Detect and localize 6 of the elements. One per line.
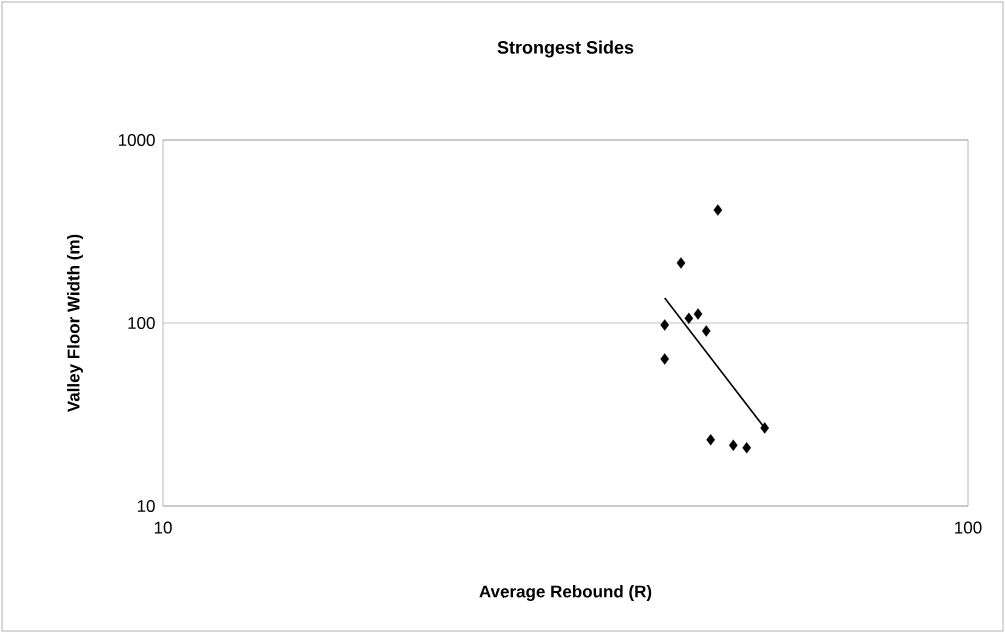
y-axis-title: Valley Floor Width (m): [67, 234, 83, 413]
y-tick-label: 100: [128, 316, 155, 330]
y-tick-label: 10: [137, 499, 155, 513]
x-axis-title: Average Rebound (R): [479, 585, 652, 601]
y-tick-label: 1000: [118, 133, 155, 147]
chart-title: Strongest Sides: [497, 40, 634, 58]
